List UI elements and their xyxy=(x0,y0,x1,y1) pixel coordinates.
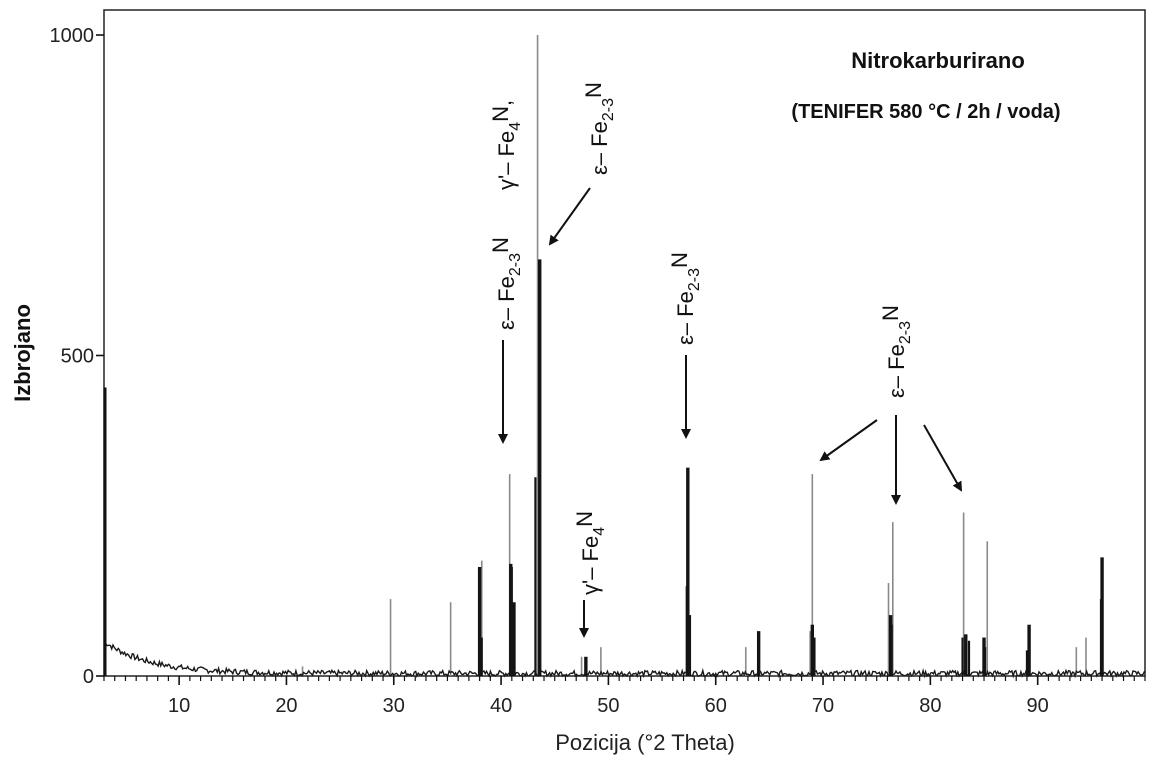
arrow-eps-d1 xyxy=(819,419,878,462)
svg-text:ε– Fe2-3N: ε– Fe2-3N xyxy=(581,82,617,175)
svg-text:γ'– Fe4N: γ'– Fe4N xyxy=(488,106,524,190)
x-tick-label: 70 xyxy=(812,695,834,717)
annotation-comma: , xyxy=(491,100,516,106)
y-tick-label: 0 xyxy=(83,666,94,688)
annotation-main: ε– Fe xyxy=(884,344,909,398)
svg-text:γ'– Fe4N: γ'– Fe4N xyxy=(572,511,608,595)
svg-text:ε– Fe2-3N: ε– Fe2-3N xyxy=(667,252,703,345)
annotation-sub: 2-3 xyxy=(897,321,914,344)
annotation-after: N xyxy=(667,252,692,268)
annotation-after: N xyxy=(878,305,903,321)
x-tick-label: 90 xyxy=(1027,695,1049,717)
x-axis-title: Pozicija (°2 Theta) xyxy=(555,730,735,755)
annotation-after: N xyxy=(488,237,513,253)
annotation-main: γ'– Fe xyxy=(494,131,519,190)
annotation-sub: 2-3 xyxy=(686,268,703,291)
annotation-after: N xyxy=(572,511,597,527)
y-axis: 0 500 1000 xyxy=(50,25,104,688)
annotation-sub: 4 xyxy=(507,122,524,131)
y-tick-label: 500 xyxy=(61,346,94,368)
x-tick-label: 20 xyxy=(275,695,297,717)
x-axis: 10 20 30 40 50 60 70 80 90 xyxy=(103,676,1146,717)
chart-title: Nitrokarburirano xyxy=(851,48,1025,73)
x-tick-label: 60 xyxy=(705,695,727,717)
annotation-gamma-fe4n-b: γ'– Fe4N xyxy=(572,511,608,595)
annotation-main: ε– Fe xyxy=(673,291,698,345)
svg-text:ε– Fe2-3N: ε– Fe2-3N xyxy=(488,237,524,330)
x-tick-label: 50 xyxy=(597,695,619,717)
peak-group xyxy=(103,259,1104,676)
y-tick-label: 1000 xyxy=(50,25,95,47)
background-trace xyxy=(103,640,1146,679)
x-tick-label: 40 xyxy=(490,695,512,717)
annotation-gamma-fe4n-a: γ'– Fe4N xyxy=(488,106,524,190)
x-tick-label: 10 xyxy=(168,695,190,717)
annotation-after: N xyxy=(581,82,606,98)
x-tick-label: 30 xyxy=(383,695,405,717)
arrow-eps-d3 xyxy=(923,424,962,492)
annotation-sub: 2-3 xyxy=(507,253,524,276)
annotation-eps-fe23n-d: ε– Fe2-3N xyxy=(878,305,914,398)
chart-subtitle: (TENIFER 580 °C / 2h / voda) xyxy=(791,101,1060,123)
annotation-sub: 2-3 xyxy=(600,98,617,121)
annotation-eps-fe23n-b: ε– Fe2-3N xyxy=(581,82,617,175)
annotation-eps-fe23n-c: ε– Fe2-3N xyxy=(667,252,703,345)
annotation-sub: 4 xyxy=(591,527,608,536)
svg-text:ε– Fe2-3N: ε– Fe2-3N xyxy=(878,305,914,398)
diffraction-trace xyxy=(103,640,1146,679)
annotation-eps-fe23n-a: ε– Fe2-3N xyxy=(488,237,524,330)
y-axis-title: Izbrojano xyxy=(10,304,35,402)
arrow-eps-b xyxy=(548,187,591,246)
x-tick-label: 80 xyxy=(919,695,941,717)
annotation-main: γ'– Fe xyxy=(578,536,603,595)
annotation-after: N xyxy=(488,106,513,122)
annotation-main: ε– Fe xyxy=(494,276,519,330)
annotation-main: ε– Fe xyxy=(587,121,612,175)
plot-area xyxy=(103,9,1146,677)
